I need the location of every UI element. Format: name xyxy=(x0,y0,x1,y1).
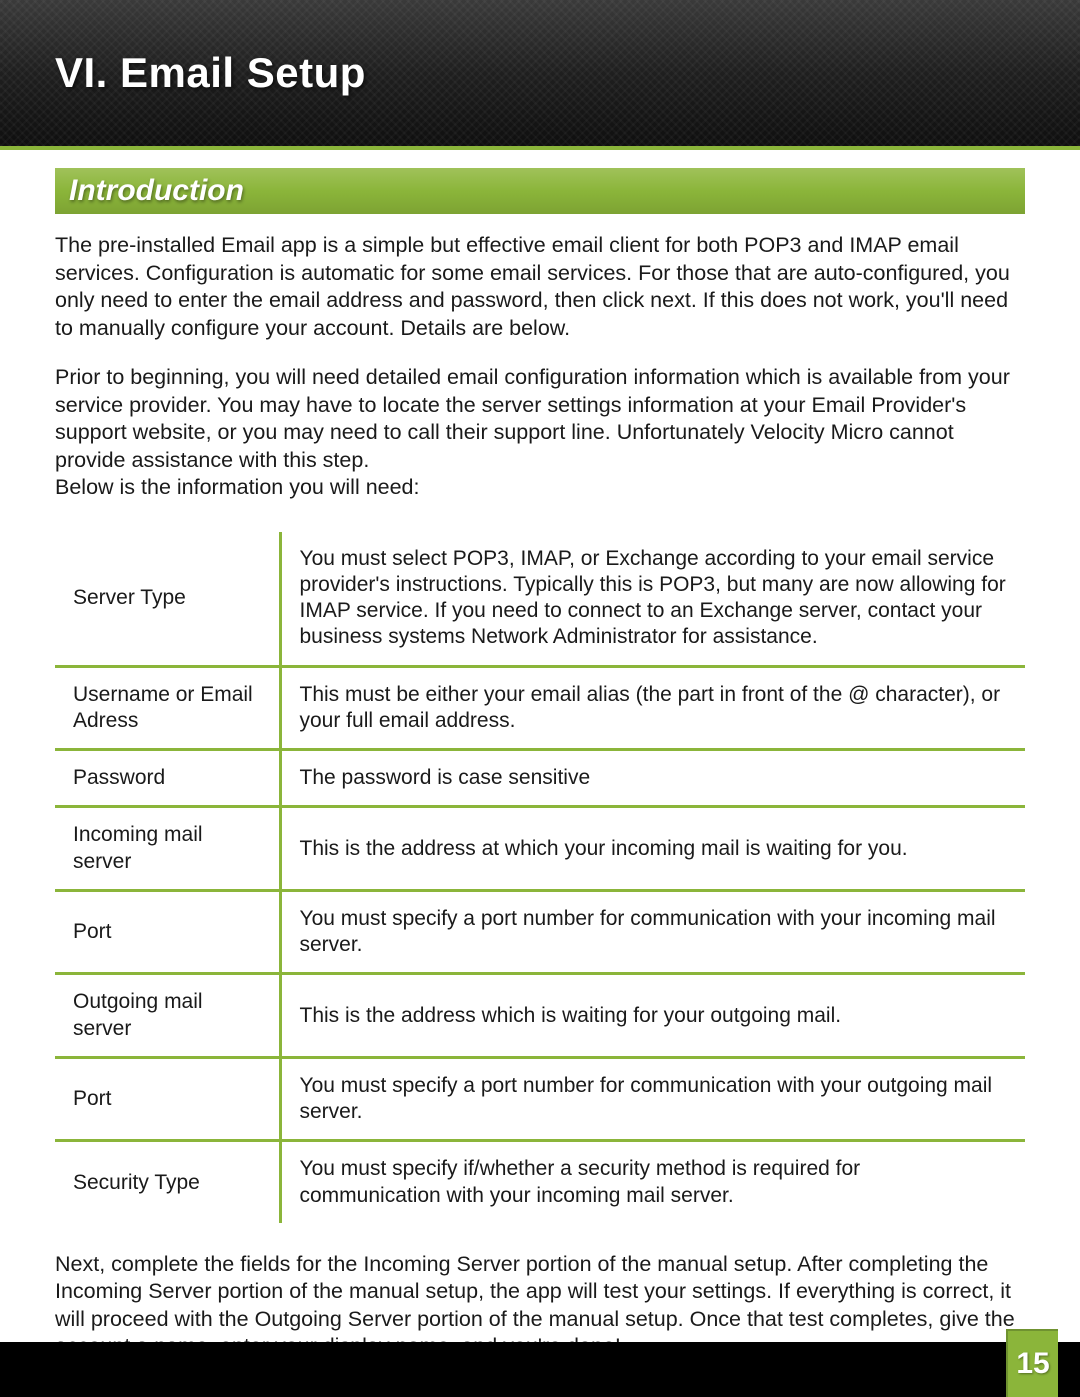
config-label: Password xyxy=(55,750,280,807)
config-desc: You must specify if/whether a security m… xyxy=(280,1141,1025,1223)
table-row: Incoming mail server This is the address… xyxy=(55,807,1025,891)
page-number-badge: 15 xyxy=(1006,1329,1058,1397)
config-label: Outgoing mail server xyxy=(55,974,280,1058)
page-footer xyxy=(0,1342,1080,1397)
config-label: Incoming mail server xyxy=(55,807,280,891)
intro-paragraph-1: The pre-installed Email app is a simple … xyxy=(55,232,1025,342)
config-desc: You must specify a port number for commu… xyxy=(280,1057,1025,1141)
config-desc: You must select POP3, IMAP, or Exchange … xyxy=(280,532,1025,667)
section-banner: Introduction xyxy=(55,168,1025,214)
config-label: Username or Email Adress xyxy=(55,666,280,750)
table-row: Server Type You must select POP3, IMAP, … xyxy=(55,532,1025,667)
config-desc: This must be either your email alias (th… xyxy=(280,666,1025,750)
config-desc: This is the address which is waiting for… xyxy=(280,974,1025,1058)
config-table: Server Type You must select POP3, IMAP, … xyxy=(55,532,1025,1223)
page-content: Introduction The pre-installed Email app… xyxy=(0,150,1080,1361)
table-row: Port You must specify a port number for … xyxy=(55,890,1025,974)
table-row: Security Type You must specify if/whethe… xyxy=(55,1141,1025,1223)
config-desc: The password is case sensitive xyxy=(280,750,1025,807)
page-title: VI. Email Setup xyxy=(55,49,366,97)
config-label: Port xyxy=(55,890,280,974)
page-number: 15 xyxy=(1016,1347,1049,1381)
table-row: Username or Email Adress This must be ei… xyxy=(55,666,1025,750)
config-label: Security Type xyxy=(55,1141,280,1223)
config-desc: You must specify a port number for commu… xyxy=(280,890,1025,974)
table-row: Password The password is case sensitive xyxy=(55,750,1025,807)
config-desc: This is the address at which your incomi… xyxy=(280,807,1025,891)
table-row: Port You must specify a port number for … xyxy=(55,1057,1025,1141)
page-header: VI. Email Setup xyxy=(0,0,1080,150)
intro-paragraph-2: Prior to beginning, you will need detail… xyxy=(55,364,1025,502)
config-label: Server Type xyxy=(55,532,280,667)
config-label: Port xyxy=(55,1057,280,1141)
section-title: Introduction xyxy=(69,174,1011,208)
table-row: Outgoing mail server This is the address… xyxy=(55,974,1025,1058)
